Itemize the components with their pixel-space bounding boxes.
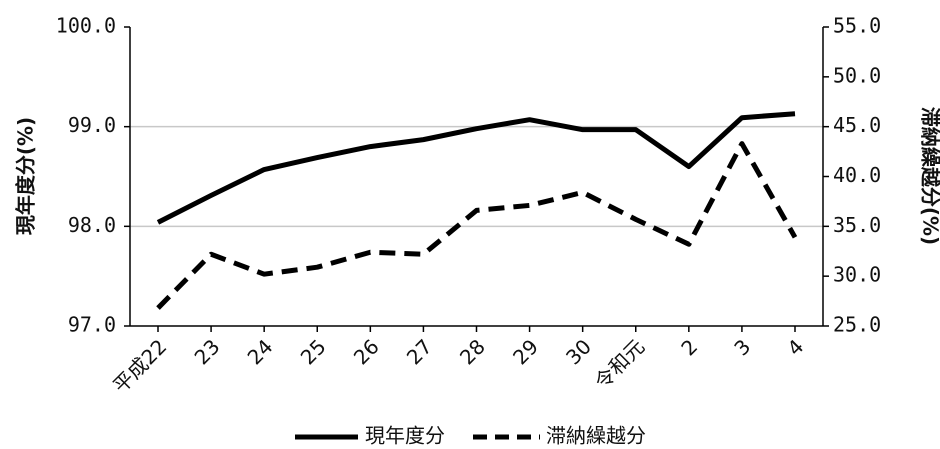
x-tick-label: 2: [676, 334, 702, 360]
x-tick-label: 28: [455, 334, 490, 369]
x-tick-label: 平成22: [108, 334, 171, 397]
left-tick-label: 98.0: [68, 213, 116, 237]
x-tick-label: 4: [782, 334, 808, 360]
left-tick-label: 97.0: [68, 313, 116, 337]
left-axis-title: 現年度分(%): [14, 117, 38, 235]
x-tick-label: 23: [190, 334, 225, 369]
right-tick-label: 40.0: [833, 163, 881, 187]
right-axis-title: 滞納繰越分(%): [919, 107, 940, 245]
right-tick-label: 45.0: [833, 113, 881, 137]
left-tick-label: 100.0: [56, 14, 116, 38]
right-axis-ticks: 25.0 30.0 35.0 40.0 45.0 50.0 55.0: [823, 14, 881, 337]
x-tick-label: 30: [561, 334, 596, 369]
right-tick-label: 55.0: [833, 14, 881, 38]
x-tick-label: 26: [349, 334, 384, 369]
right-tick-label: 30.0: [833, 263, 881, 287]
x-tick-label: 24: [243, 334, 278, 369]
x-tick-label: 令和元: [590, 334, 649, 393]
legend-label-arrears: 滞納繰越分: [546, 424, 646, 448]
series-line-current-year: [156, 111, 796, 225]
x-tick-label: 25: [296, 334, 331, 369]
legend-label-current-year: 現年度分: [365, 424, 445, 448]
x-tick-label: 29: [508, 334, 543, 369]
legend: 現年度分 滞納繰越分: [295, 424, 646, 448]
series-lines: [156, 111, 798, 310]
plot-frame: [129, 27, 824, 327]
right-tick-label: 25.0: [833, 313, 881, 337]
left-tick-label: 99.0: [68, 113, 116, 137]
left-axis-ticks: 97.0 98.0 99.0 100.0: [56, 14, 130, 337]
right-tick-label: 35.0: [833, 213, 881, 237]
right-tick-label: 50.0: [833, 63, 881, 87]
x-tick-label: 27: [402, 334, 437, 369]
x-tick-label: 3: [729, 334, 755, 360]
